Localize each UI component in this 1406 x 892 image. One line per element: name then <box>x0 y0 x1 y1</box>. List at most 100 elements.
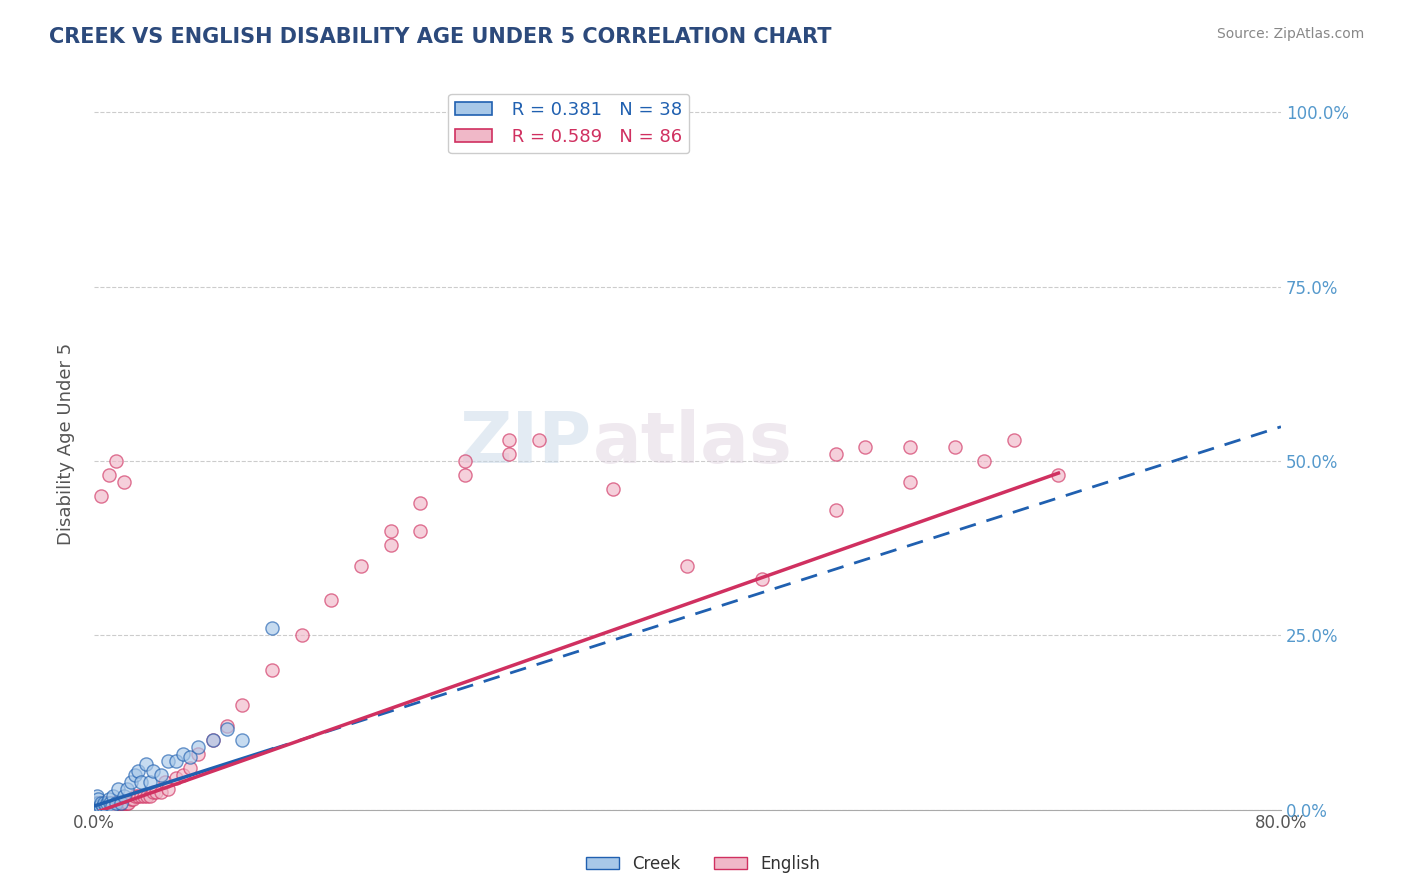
Point <box>217 719 239 733</box>
Point <box>84 799 107 814</box>
Point <box>97 792 120 806</box>
Point <box>98 796 121 810</box>
Point <box>127 789 149 803</box>
Point <box>131 789 153 803</box>
Point <box>87 799 110 814</box>
Point <box>124 767 146 781</box>
Point <box>90 799 112 814</box>
Point <box>121 792 143 806</box>
Point <box>86 789 108 803</box>
Point <box>350 558 373 573</box>
Point <box>90 796 112 810</box>
Point <box>110 796 132 810</box>
Point <box>107 796 129 810</box>
Point <box>131 774 153 789</box>
Point <box>120 792 142 806</box>
Point <box>149 785 172 799</box>
Point <box>114 796 136 810</box>
Point <box>84 796 107 810</box>
Point <box>89 796 111 810</box>
Point <box>142 764 165 779</box>
Point <box>96 796 118 810</box>
Point <box>84 799 107 814</box>
Point <box>454 454 477 468</box>
Point <box>94 796 117 810</box>
Point <box>107 781 129 796</box>
Text: CREEK VS ENGLISH DISABILITY AGE UNDER 5 CORRELATION CHART: CREEK VS ENGLISH DISABILITY AGE UNDER 5 … <box>49 27 832 46</box>
Point <box>91 799 114 814</box>
Point <box>165 771 187 785</box>
Text: atlas: atlas <box>592 409 793 478</box>
Point <box>87 799 110 814</box>
Point <box>973 454 995 468</box>
Point <box>115 796 138 810</box>
Point <box>93 796 115 810</box>
Point <box>94 799 117 814</box>
Point <box>117 796 139 810</box>
Point <box>157 781 180 796</box>
Point <box>90 799 112 814</box>
Point <box>86 796 108 810</box>
Point <box>187 747 209 761</box>
Point <box>97 467 120 482</box>
Point <box>136 789 159 803</box>
Point <box>124 789 146 803</box>
Text: Source: ZipAtlas.com: Source: ZipAtlas.com <box>1216 27 1364 41</box>
Point <box>172 767 194 781</box>
Point <box>676 558 699 573</box>
Point <box>86 799 108 814</box>
Point <box>105 796 128 810</box>
Point <box>260 621 283 635</box>
Point <box>87 799 110 814</box>
Point <box>108 796 131 810</box>
Legend:  R = 0.381   N = 38,  R = 0.589   N = 86: R = 0.381 N = 38, R = 0.589 N = 86 <box>449 94 689 153</box>
Point <box>97 799 120 814</box>
Point <box>87 796 110 810</box>
Point <box>93 796 115 810</box>
Point <box>112 789 135 803</box>
Point <box>157 754 180 768</box>
Point <box>112 475 135 489</box>
Point <box>86 799 108 814</box>
Point <box>93 799 115 814</box>
Point <box>187 739 209 754</box>
Point <box>409 496 432 510</box>
Point <box>91 796 114 810</box>
Point <box>86 799 108 814</box>
Point <box>201 732 224 747</box>
Point <box>89 799 111 814</box>
Point <box>231 732 253 747</box>
Point <box>91 799 114 814</box>
Point <box>1002 433 1025 447</box>
Point <box>751 573 773 587</box>
Point <box>824 502 846 516</box>
Point <box>217 723 239 737</box>
Point <box>179 750 201 764</box>
Point <box>145 785 167 799</box>
Point <box>100 799 122 814</box>
Point <box>111 796 134 810</box>
Point <box>172 747 194 761</box>
Point <box>898 475 921 489</box>
Point <box>115 781 138 796</box>
Point <box>142 785 165 799</box>
Point <box>110 796 132 810</box>
Point <box>165 754 187 768</box>
Legend: Creek, English: Creek, English <box>579 848 827 880</box>
Point <box>231 698 253 712</box>
Point <box>112 796 135 810</box>
Point <box>103 796 125 810</box>
Y-axis label: Disability Age Under 5: Disability Age Under 5 <box>58 343 75 545</box>
Point <box>84 796 107 810</box>
Point <box>96 799 118 814</box>
Point <box>149 767 172 781</box>
Point <box>454 467 477 482</box>
Point <box>498 433 520 447</box>
Point <box>898 440 921 454</box>
Point <box>824 447 846 461</box>
Point <box>321 593 343 607</box>
Point <box>855 440 877 454</box>
Text: ZIP: ZIP <box>460 409 592 478</box>
Point <box>201 732 224 747</box>
Point <box>104 796 127 810</box>
